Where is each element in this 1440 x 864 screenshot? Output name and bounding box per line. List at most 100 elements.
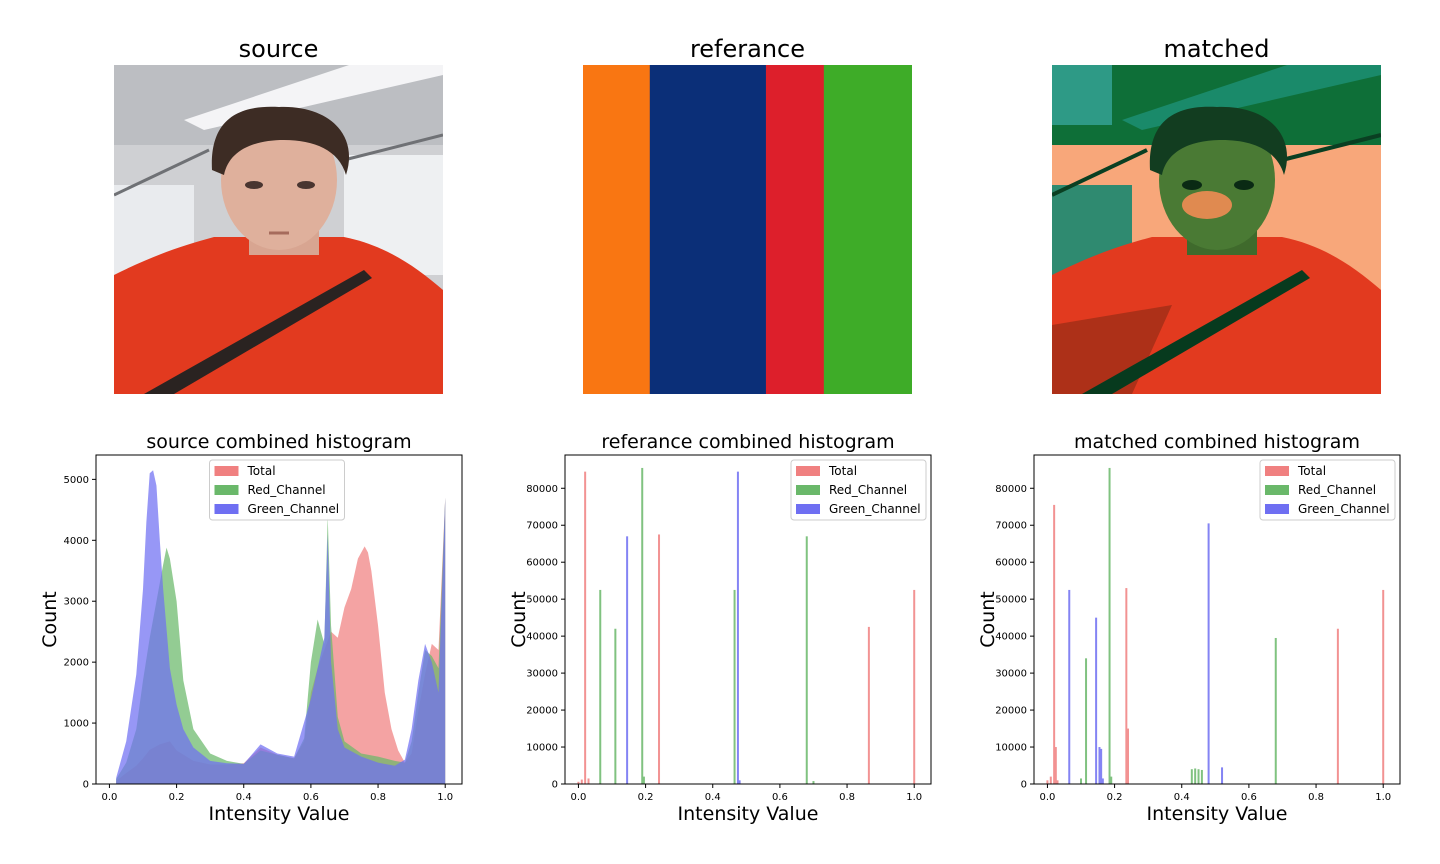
bar-Green_Channel (626, 536, 629, 784)
bar-Red_Channel (1200, 769, 1203, 784)
series-Total (1046, 504, 1385, 784)
bar-Red_Channel (641, 467, 644, 784)
bar-Total (577, 781, 580, 784)
bar-Green_Channel (1095, 617, 1098, 784)
axes-frame (95, 454, 463, 785)
area-Total (116, 497, 446, 784)
series-Green_Channel (1068, 523, 1224, 784)
legend-swatch (1265, 504, 1289, 514)
legend: Total Red_Channel Green_Channel (790, 459, 927, 521)
x-tick-label: 0.4 (1174, 792, 1190, 803)
bar-Red_Channel (599, 589, 602, 784)
bar-Total (867, 626, 870, 784)
bar-Total (1049, 776, 1052, 784)
hist-title-matched: matched combined histogram (1074, 431, 1360, 453)
x-tick-label: 0.0 (570, 792, 586, 803)
axes-frame (1033, 454, 1401, 785)
bar-Total (1054, 747, 1057, 784)
y-axis-label: Count (39, 591, 61, 647)
x-tick-label: 1.0 (906, 792, 922, 803)
y-tick-label: 1000 (64, 719, 89, 730)
series-Green_Channel (626, 471, 741, 784)
legend-swatch (1265, 485, 1289, 495)
x-tick-label: 0.6 (772, 792, 788, 803)
y-tick-label: 0 (552, 780, 558, 791)
legend-label: Total (1297, 464, 1326, 478)
series-Red_Channel (1080, 467, 1277, 784)
bar-Green_Channel (1068, 589, 1071, 784)
y-tick-label: 5000 (64, 475, 89, 486)
series-Red_Channel (599, 467, 815, 784)
x-tick-label: 0.4 (705, 792, 721, 803)
y-tick-label: 60000 (995, 558, 1027, 569)
y-tick-label: 50000 (995, 595, 1027, 606)
histogram-0: 0.0 0.2 0.4 0.6 0.8 1.0 0 1000 2000 3000 4000 5000 I… (39, 454, 463, 825)
y-tick-label: 10000 (995, 743, 1027, 754)
bar-Total (1046, 780, 1049, 784)
reference-stripe-0 (583, 65, 651, 394)
y-tick-label: 60000 (526, 558, 558, 569)
legend-swatch (796, 485, 820, 495)
bar-Total (913, 589, 916, 784)
y-tick-label: 0 (1021, 780, 1027, 791)
y-tick-label: 30000 (995, 669, 1027, 680)
legend-swatch (796, 504, 820, 514)
reference-stripes (583, 65, 912, 394)
bar-Red_Channel (1085, 658, 1088, 784)
bar-Red_Channel (1190, 769, 1193, 784)
reference-stripe-2 (765, 65, 825, 394)
x-tick-label: 0.6 (1241, 792, 1257, 803)
area-Green_Channel (116, 470, 446, 784)
source-image (114, 65, 443, 394)
bar-Red_Channel (733, 589, 736, 784)
y-tick-label: 4000 (64, 536, 89, 547)
bar-Red_Channel (1197, 769, 1200, 784)
y-tick-label: 40000 (995, 632, 1027, 643)
hist-title-reference: referance combined histogram (601, 431, 895, 453)
x-tick-label: 0.0 (101, 792, 117, 803)
x-tick-label: 0.4 (236, 792, 252, 803)
bar-Red_Channel (642, 776, 645, 784)
y-tick-label: 10000 (526, 743, 558, 754)
legend-label: Red_Channel (1298, 483, 1376, 497)
legend-label: Green_Channel (829, 502, 921, 516)
legend-label: Green_Channel (248, 502, 340, 516)
bar-Total (1053, 504, 1056, 784)
bar-Red_Channel (812, 781, 815, 784)
y-tick-label: 40000 (526, 632, 558, 643)
bar-Total (580, 779, 583, 784)
y-tick-label: 30000 (526, 669, 558, 680)
x-axis-label: Intensity Value (678, 803, 819, 825)
bar-Green_Channel (738, 780, 741, 784)
x-tick-label: 0.0 (1039, 792, 1055, 803)
legend: Total Red_Channel Green_Channel (209, 459, 345, 521)
x-tick-label: 0.2 (638, 792, 654, 803)
y-tick-label: 20000 (526, 706, 558, 717)
legend-label: Total (247, 464, 276, 478)
x-tick-label: 1.0 (437, 792, 453, 803)
x-tick-label: 0.2 (1107, 792, 1123, 803)
bar-Green_Channel (736, 471, 739, 784)
bar-Red_Channel (1194, 768, 1197, 784)
bar-Red_Channel (614, 628, 617, 784)
x-axis-label: Intensity Value (1147, 803, 1288, 825)
legend-swatch (214, 485, 239, 495)
bar-Total (1056, 780, 1059, 784)
matched-photo-drawing (1052, 65, 1381, 394)
bar-Total (1127, 728, 1130, 784)
histogram-2: 0.0 0.2 0.4 0.6 0.8 1.0 0 10000 20000 30000 40000 5… (977, 454, 1401, 825)
axes-frame (564, 454, 932, 785)
hist-title-source: source combined histogram (146, 431, 412, 453)
legend-label: Green_Channel (1298, 502, 1390, 516)
bar-Total (1382, 589, 1385, 784)
x-tick-label: 0.6 (303, 792, 319, 803)
series-Total (577, 471, 916, 784)
x-tick-label: 0.2 (169, 792, 185, 803)
bar-Total (584, 471, 587, 784)
bar-Red_Channel (1080, 778, 1083, 784)
panel-title-matched: matched (1163, 35, 1270, 63)
legend-label: Red_Channel (248, 483, 326, 497)
matched-image (1052, 65, 1381, 394)
legend-box (209, 459, 345, 521)
bar-Total (1336, 628, 1339, 784)
